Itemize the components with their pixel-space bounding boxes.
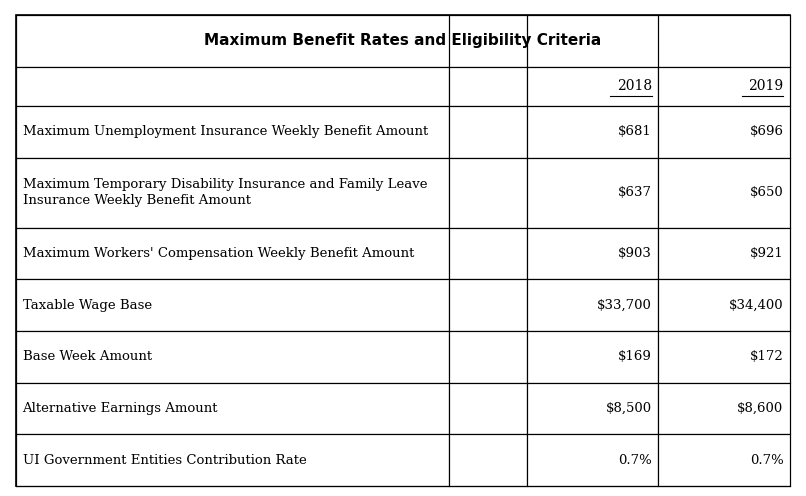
Text: Maximum Temporary Disability Insurance and Family Leave
Insurance Weekly Benefit: Maximum Temporary Disability Insurance a… <box>23 178 427 207</box>
Bar <box>527 383 659 434</box>
Bar <box>16 15 790 66</box>
Text: Maximum Workers' Compensation Weekly Benefit Amount: Maximum Workers' Compensation Weekly Ben… <box>23 247 414 260</box>
Bar <box>527 228 659 279</box>
Bar <box>527 158 659 228</box>
Bar <box>16 66 450 106</box>
Bar <box>450 279 527 331</box>
Text: $681: $681 <box>618 125 652 138</box>
Text: $34,400: $34,400 <box>729 299 783 311</box>
Bar <box>450 66 527 106</box>
Text: Base Week Amount: Base Week Amount <box>23 350 152 364</box>
Bar <box>16 228 450 279</box>
Bar <box>16 106 450 158</box>
Bar <box>527 279 659 331</box>
Bar <box>527 434 659 486</box>
Bar <box>659 106 790 158</box>
Text: $903: $903 <box>618 247 652 260</box>
Text: $8,500: $8,500 <box>606 402 652 415</box>
Bar <box>659 66 790 106</box>
Bar <box>450 434 527 486</box>
Bar <box>527 331 659 383</box>
Bar <box>659 158 790 228</box>
Bar <box>659 279 790 331</box>
Text: UI Government Entities Contribution Rate: UI Government Entities Contribution Rate <box>23 454 306 467</box>
Text: $8,600: $8,600 <box>737 402 783 415</box>
Bar <box>659 331 790 383</box>
Text: $650: $650 <box>750 186 783 199</box>
Text: 2018: 2018 <box>617 79 652 93</box>
Bar <box>450 331 527 383</box>
Text: $169: $169 <box>618 350 652 364</box>
Bar <box>450 228 527 279</box>
Bar <box>450 106 527 158</box>
Bar <box>16 383 450 434</box>
Text: Maximum Benefit Rates and Eligibility Criteria: Maximum Benefit Rates and Eligibility Cr… <box>205 33 601 48</box>
Bar <box>450 158 527 228</box>
Bar <box>16 158 450 228</box>
Text: 0.7%: 0.7% <box>750 454 783 467</box>
Bar <box>659 434 790 486</box>
Text: $172: $172 <box>750 350 783 364</box>
Text: 0.7%: 0.7% <box>618 454 652 467</box>
Bar <box>16 331 450 383</box>
Bar <box>527 66 659 106</box>
Bar <box>16 434 450 486</box>
Text: $33,700: $33,700 <box>597 299 652 311</box>
Text: Alternative Earnings Amount: Alternative Earnings Amount <box>23 402 218 415</box>
Text: $637: $637 <box>618 186 652 199</box>
Text: Taxable Wage Base: Taxable Wage Base <box>23 299 152 311</box>
Bar <box>659 383 790 434</box>
Text: $921: $921 <box>750 247 783 260</box>
Bar <box>450 383 527 434</box>
Bar <box>527 106 659 158</box>
Text: Maximum Unemployment Insurance Weekly Benefit Amount: Maximum Unemployment Insurance Weekly Be… <box>23 125 428 138</box>
Bar <box>659 228 790 279</box>
Text: 2019: 2019 <box>748 79 783 93</box>
Bar <box>16 279 450 331</box>
Text: $696: $696 <box>750 125 783 138</box>
